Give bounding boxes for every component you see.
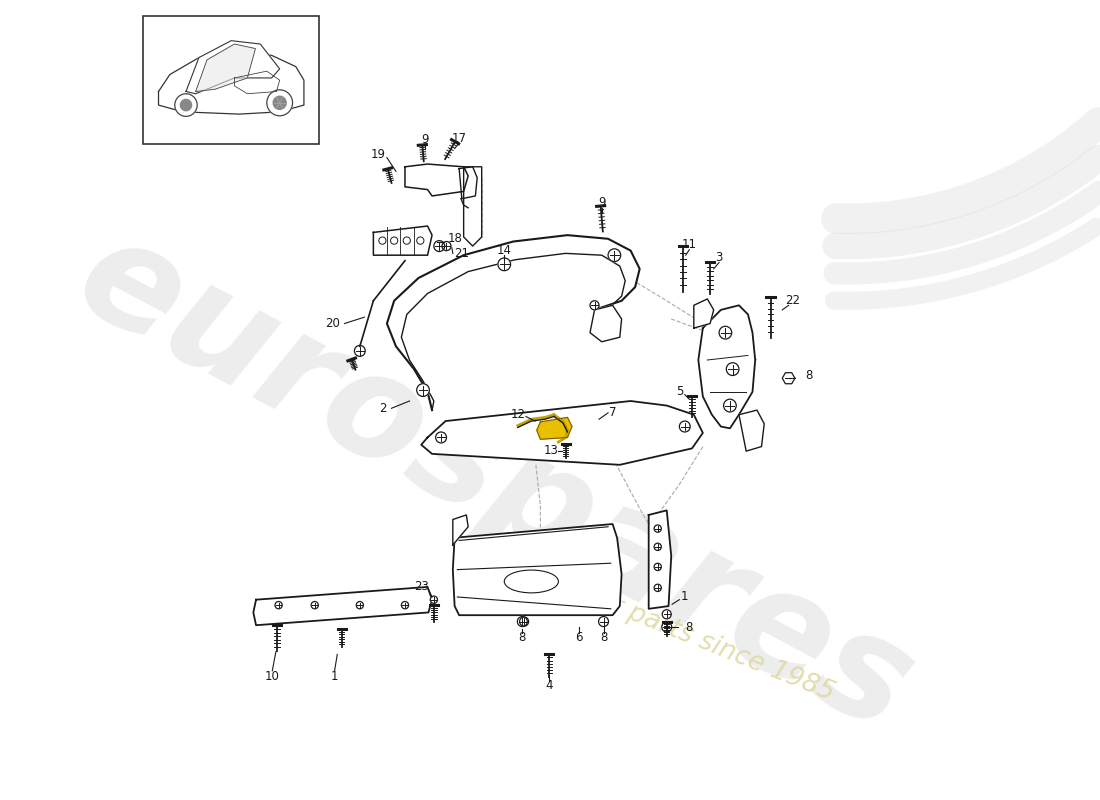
Circle shape xyxy=(180,99,191,110)
Text: 8: 8 xyxy=(805,369,812,382)
Circle shape xyxy=(404,237,410,244)
Polygon shape xyxy=(453,515,469,545)
Text: 8: 8 xyxy=(685,621,692,634)
Circle shape xyxy=(662,622,672,632)
Circle shape xyxy=(175,94,197,116)
Polygon shape xyxy=(739,410,764,451)
Polygon shape xyxy=(698,306,756,428)
Circle shape xyxy=(378,237,386,244)
Polygon shape xyxy=(649,510,671,609)
Text: 20: 20 xyxy=(326,317,340,330)
Polygon shape xyxy=(421,401,703,465)
Circle shape xyxy=(662,610,671,619)
Circle shape xyxy=(390,237,398,244)
Text: 1: 1 xyxy=(331,670,339,682)
Circle shape xyxy=(267,90,293,116)
Text: 8: 8 xyxy=(518,631,526,645)
Text: 5: 5 xyxy=(676,386,684,398)
Polygon shape xyxy=(459,166,477,198)
Circle shape xyxy=(436,432,447,443)
Circle shape xyxy=(724,399,736,412)
Circle shape xyxy=(680,421,690,432)
Circle shape xyxy=(654,525,661,532)
Circle shape xyxy=(273,96,286,110)
Polygon shape xyxy=(782,373,795,384)
Text: 13: 13 xyxy=(543,444,559,457)
Text: a passion for parts since 1985: a passion for parts since 1985 xyxy=(459,533,838,706)
Polygon shape xyxy=(453,524,622,615)
Circle shape xyxy=(430,596,438,603)
Polygon shape xyxy=(405,164,469,196)
Text: 6: 6 xyxy=(575,631,583,645)
Polygon shape xyxy=(253,587,432,626)
Text: 9: 9 xyxy=(421,133,429,146)
Circle shape xyxy=(311,602,318,609)
Text: 8: 8 xyxy=(600,631,607,645)
Polygon shape xyxy=(537,418,572,439)
Circle shape xyxy=(417,384,429,397)
Polygon shape xyxy=(463,166,482,246)
Polygon shape xyxy=(196,44,255,91)
Circle shape xyxy=(417,237,424,244)
Text: 7: 7 xyxy=(608,406,616,419)
Polygon shape xyxy=(373,226,432,255)
Polygon shape xyxy=(590,306,621,342)
Text: 23: 23 xyxy=(414,581,429,594)
Ellipse shape xyxy=(504,570,559,593)
Text: 22: 22 xyxy=(785,294,801,307)
Text: 19: 19 xyxy=(371,149,385,162)
Text: 3: 3 xyxy=(715,250,723,263)
Text: 9: 9 xyxy=(598,196,605,209)
Text: 17: 17 xyxy=(452,132,466,145)
Circle shape xyxy=(275,602,283,609)
Text: 1: 1 xyxy=(681,590,689,603)
Text: eurospares: eurospares xyxy=(55,204,936,762)
Circle shape xyxy=(590,301,600,310)
Circle shape xyxy=(608,249,620,262)
Bar xyxy=(143,17,319,144)
Circle shape xyxy=(654,584,661,591)
Polygon shape xyxy=(186,41,279,94)
Text: 14: 14 xyxy=(497,244,512,257)
Circle shape xyxy=(719,326,732,339)
Circle shape xyxy=(402,602,408,609)
Polygon shape xyxy=(158,52,304,114)
Text: 21: 21 xyxy=(454,247,470,260)
Circle shape xyxy=(356,602,363,609)
Text: 12: 12 xyxy=(510,408,526,421)
Circle shape xyxy=(726,362,739,375)
Text: 18: 18 xyxy=(448,232,462,246)
Circle shape xyxy=(519,617,529,626)
Text: 2: 2 xyxy=(378,402,386,415)
Text: 10: 10 xyxy=(265,670,279,682)
Circle shape xyxy=(517,617,527,626)
Circle shape xyxy=(354,346,365,356)
Polygon shape xyxy=(694,299,714,328)
Text: 11: 11 xyxy=(682,238,696,250)
Polygon shape xyxy=(387,235,640,410)
Circle shape xyxy=(654,543,661,550)
Circle shape xyxy=(442,242,451,250)
Circle shape xyxy=(433,241,444,251)
Text: 4: 4 xyxy=(546,679,553,692)
Circle shape xyxy=(598,617,608,626)
Circle shape xyxy=(654,563,661,570)
Circle shape xyxy=(498,258,510,270)
